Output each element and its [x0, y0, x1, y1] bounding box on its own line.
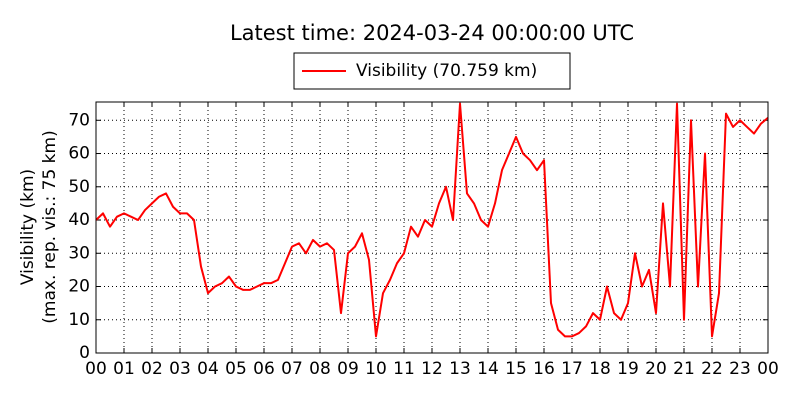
x-tick-label: 19 [617, 359, 639, 379]
plot-frame [95, 101, 769, 354]
x-tick-label: 06 [253, 359, 275, 379]
x-tick-label: 03 [169, 359, 191, 379]
y-tick-label: 70 [68, 110, 90, 130]
x-tick-label: 10 [365, 359, 387, 379]
x-tick-label: 22 [701, 359, 723, 379]
legend-label: Visibility (70.759 km) [356, 61, 537, 81]
x-tick-label: 09 [337, 359, 359, 379]
x-tick-label: 23 [729, 359, 751, 379]
y-axis-label: Visibility (km) [18, 169, 38, 285]
x-tick-label: 20 [645, 359, 667, 379]
x-tick-label: 07 [281, 359, 303, 379]
x-tick-label: 21 [673, 359, 695, 379]
x-tick-label: 17 [561, 359, 583, 379]
y-tick-label: 40 [68, 210, 90, 230]
y-axis-label: (max. rep. vis.: 75 km) [40, 130, 60, 323]
x-tick-label: 18 [589, 359, 611, 379]
x-tick-label: 12 [421, 359, 443, 379]
x-tick-label: 01 [113, 359, 135, 379]
y-tick-label: 20 [68, 277, 90, 297]
x-tick-label: 05 [225, 359, 247, 379]
y-tick-label: 30 [68, 243, 90, 263]
chart-title: Latest time: 2024-03-24 00:00:00 UTC [230, 21, 634, 45]
x-tick-label: 00 [757, 359, 779, 379]
x-tick-label: 15 [505, 359, 527, 379]
x-tick-label: 13 [449, 359, 471, 379]
x-tick-label: 16 [533, 359, 555, 379]
y-tick-label: 60 [68, 144, 90, 164]
x-tick-label: 14 [477, 359, 499, 379]
x-tick-label: 08 [309, 359, 331, 379]
x-tick-label: 00 [85, 359, 107, 379]
y-tick-label: 10 [68, 310, 90, 330]
y-tick-label: 50 [68, 177, 90, 197]
y-tick-label: 0 [79, 343, 90, 363]
data-line [95, 102, 769, 338]
x-tick-label: 02 [141, 359, 163, 379]
x-tick-label: 11 [393, 359, 415, 379]
x-tick-label: 04 [197, 359, 219, 379]
